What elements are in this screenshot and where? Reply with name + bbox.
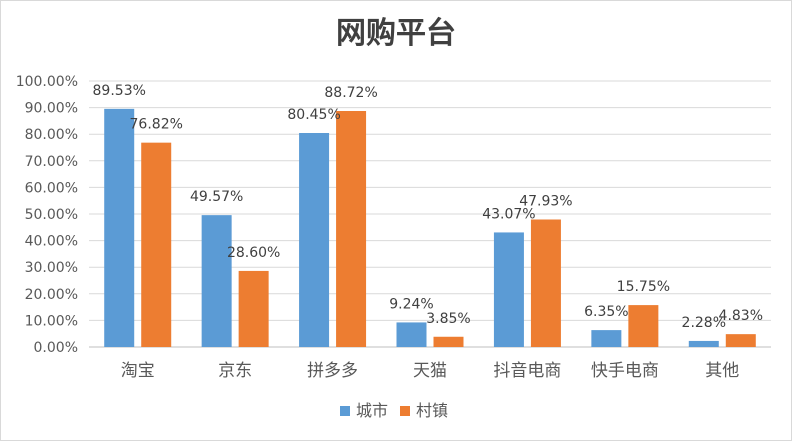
bar	[493, 232, 524, 347]
data-label: 80.45%	[287, 107, 340, 123]
y-tick-label: 70.00%	[25, 154, 78, 170]
bar	[396, 322, 427, 347]
y-tick-label: 80.00%	[25, 127, 78, 143]
y-tick-label: 60.00%	[25, 180, 78, 196]
legend-swatch	[400, 406, 410, 416]
bar	[201, 215, 232, 347]
bar	[336, 111, 367, 348]
y-tick-label: 20.00%	[25, 287, 78, 303]
x-tick-label: 淘宝	[121, 361, 155, 381]
data-label: 89.53%	[93, 83, 146, 99]
x-tick-label: 京东	[218, 361, 252, 381]
x-tick-label: 快手电商	[591, 361, 659, 381]
bar	[530, 219, 561, 347]
x-tick-label: 抖音电商	[493, 361, 561, 381]
data-label: 6.35%	[584, 304, 628, 320]
y-tick-label: 10.00%	[25, 313, 78, 329]
chart-title: 网购平台	[336, 16, 456, 51]
legend-label: 村镇	[416, 401, 448, 420]
bar	[104, 108, 135, 348]
data-label: 28.60%	[227, 245, 280, 261]
data-label: 43.07%	[482, 206, 535, 222]
bar	[299, 133, 330, 347]
bar	[688, 340, 719, 347]
bar	[628, 305, 659, 347]
y-tick-label: 90.00%	[25, 101, 78, 117]
x-tick-label: 拼多多	[307, 361, 358, 381]
x-tick-label: 其他	[705, 361, 739, 381]
data-label: 49.57%	[190, 189, 243, 205]
data-label: 76.82%	[130, 117, 183, 133]
bar	[238, 270, 269, 347]
bar	[141, 142, 172, 347]
bars	[104, 108, 756, 348]
y-tick-label: 30.00%	[25, 260, 78, 276]
data-label: 9.24%	[389, 296, 433, 312]
y-tick-label: 0.00%	[34, 340, 78, 356]
data-labels: 89.53% 76.82% 49.57% 28.60% 80.45% 88.72% 9.24…	[93, 83, 764, 331]
data-label: 4.83%	[719, 308, 763, 324]
data-label: 15.75%	[617, 279, 670, 295]
x-axis-ticks: 淘宝 京东 拼多多 天猫 抖音电商 快手电商 其他	[121, 361, 740, 381]
bar	[591, 330, 622, 347]
y-tick-label: 100.00%	[16, 74, 78, 90]
bar	[725, 334, 756, 347]
y-tick-label: 40.00%	[25, 234, 78, 250]
legend-swatch	[340, 406, 350, 416]
data-label: 3.85%	[426, 311, 470, 327]
legend-label: 城市	[356, 401, 388, 420]
data-label: 88.72%	[324, 85, 377, 101]
data-label: 47.93%	[519, 194, 572, 210]
y-tick-label: 50.00%	[25, 207, 78, 223]
legend: 城市 村镇	[340, 401, 448, 420]
bar	[433, 336, 464, 347]
data-label: 2.28%	[682, 315, 726, 331]
x-tick-label: 天猫	[413, 361, 447, 381]
y-axis-ticks: 0.00% 10.00% 20.00% 30.00% 40.00% 50.00% 60.00…	[16, 74, 78, 356]
